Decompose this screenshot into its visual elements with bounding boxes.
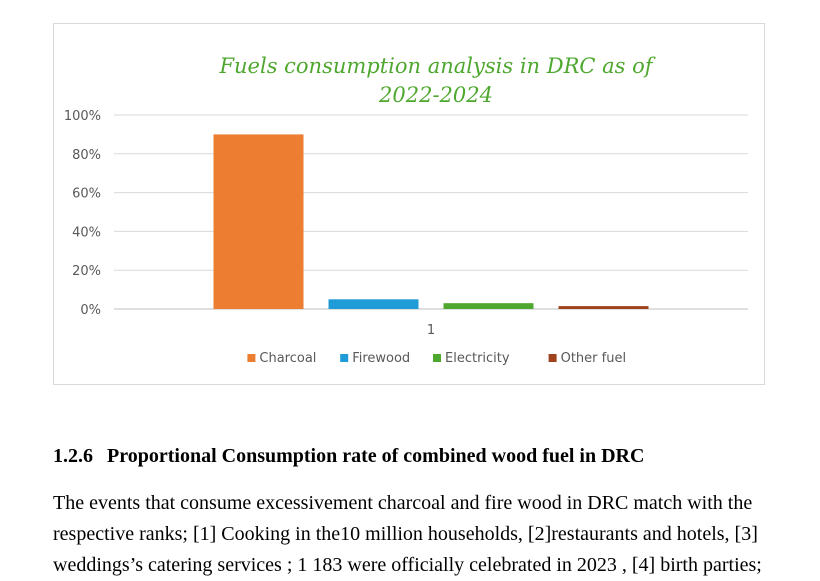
y-tick-label: 0% [80, 303, 101, 318]
legend-swatch [548, 354, 557, 362]
y-tick-label: 20% [72, 264, 101, 279]
bar-electricity [443, 303, 534, 309]
legend-item-charcoal: Charcoal [247, 351, 316, 366]
chart-title-line-1: Fuels consumption analysis in DRC as of [218, 54, 655, 78]
legend-label: Charcoal [259, 351, 316, 366]
bar-chart: 0% 20% 40% 60% 80% 100% 1 Fuels consumption a… [64, 54, 748, 366]
legend-swatch [433, 354, 441, 362]
section-heading: 1.2.6 Proportional Consumption rate of co… [53, 445, 813, 468]
x-tick-label: 1 [427, 323, 435, 338]
chart-container: 0% 20% 40% 60% 80% 100% 1 Fuels consumption a… [53, 23, 765, 385]
y-tick-label: 100% [64, 109, 101, 124]
legend-item-electricity: Electricity [433, 351, 510, 366]
y-tick-label: 40% [72, 225, 101, 240]
legend: Charcoal Firewood Electricity Other fuel [247, 351, 626, 366]
legend-label: Firewood [352, 351, 410, 366]
bar-firewood [328, 299, 419, 309]
bar-other-fuel [558, 306, 649, 309]
legend-swatch [247, 354, 256, 362]
y-tick-label: 60% [72, 187, 101, 202]
y-axis-ticks: 0% 20% 40% 60% 80% 100% [64, 109, 101, 318]
gridlines [114, 114, 748, 310]
legend-item-other-fuel: Other fuel [548, 351, 626, 366]
legend-swatch [340, 354, 349, 362]
body-paragraph: The events that consume excessivement ch… [53, 488, 808, 581]
legend-label: Electricity [445, 351, 510, 366]
body-line-3: weddings’s catering services ; 1 183 wer… [53, 554, 762, 576]
bars [213, 134, 649, 309]
chart-title-line-2: 2022-2024 [378, 83, 493, 107]
body-line-1: The events that consume excessivement ch… [53, 492, 753, 514]
body-line-2: respective ranks; [1] Cooking in the10 m… [53, 523, 758, 545]
bar-charcoal [213, 134, 304, 309]
section-number: 1.2.6 [53, 445, 93, 467]
legend-label: Other fuel [561, 351, 626, 366]
y-tick-label: 80% [72, 148, 101, 163]
section-title: Proportional Consumption rate of combine… [107, 445, 645, 467]
legend-item-firewood: Firewood [340, 351, 410, 366]
